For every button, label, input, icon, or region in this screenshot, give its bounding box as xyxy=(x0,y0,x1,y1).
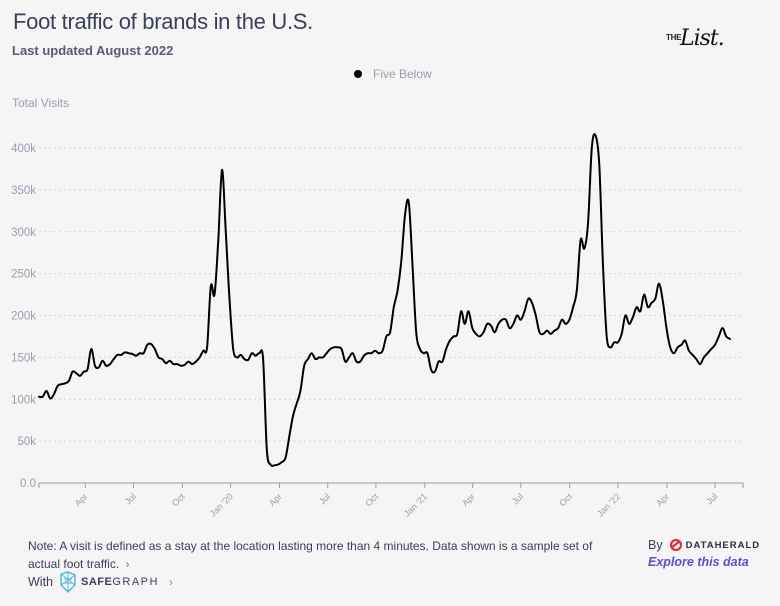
x-tick-label: Jul xyxy=(123,491,138,506)
safegraph-wordmark: SAFEGRAPH xyxy=(81,576,159,588)
x-tick-label: Jan '22 xyxy=(595,491,622,518)
logo-text: List. xyxy=(680,26,725,51)
footnote-text: Note: A visit is defined as a stay at th… xyxy=(28,539,593,571)
y-tick-label: 350k xyxy=(11,185,36,197)
y-tick-label: 50k xyxy=(17,436,36,448)
the-list-logo: THE List. xyxy=(666,26,736,55)
with-label: With xyxy=(28,575,53,589)
chart-subtitle: Last updated August 2022 xyxy=(12,43,174,58)
x-tick-label: Oct xyxy=(170,491,187,508)
x-tick-label: Jan '21 xyxy=(402,491,429,518)
legend[interactable]: Five Below xyxy=(354,67,432,81)
series-line-five-below[interactable] xyxy=(38,133,731,467)
legend-label-five-below: Five Below xyxy=(373,67,432,81)
explore-data-link[interactable]: Explore this data xyxy=(648,555,749,569)
x-tick-label: Apr xyxy=(267,491,284,508)
x-tick-label: Apr xyxy=(73,491,90,508)
y-tick-label: 0.0 xyxy=(20,478,36,490)
y-tick-label: 150k xyxy=(11,352,36,364)
x-axis: Apr Jul Oct Jan '20 Apr Jul Oct Jan '21 Apr Jul Oc… xyxy=(38,482,744,519)
x-tick-label: Apr xyxy=(654,491,671,508)
dataherald-credit[interactable]: By DATAHERALD xyxy=(648,538,760,552)
y-tick-label: 200k xyxy=(11,311,36,323)
gridlines xyxy=(39,147,744,442)
x-tick-label: Jul xyxy=(510,491,525,506)
y-tick-label: 100k xyxy=(11,394,36,406)
safegraph-chevron-icon[interactable]: › xyxy=(168,575,173,589)
legend-marker-five-below xyxy=(354,70,362,78)
footnote[interactable]: Note: A visit is defined as a stay at th… xyxy=(28,537,608,573)
x-tick-label: Jul xyxy=(704,491,719,506)
y-tick-label: 250k xyxy=(11,269,36,281)
y-axis-title: Total Visits xyxy=(12,96,70,110)
x-tick-label: Jan '20 xyxy=(208,491,235,518)
chart-title: Foot traffic of brands in the U.S. xyxy=(13,9,313,34)
x-tick-label: Jul xyxy=(317,491,332,506)
y-tick-label: 300k xyxy=(11,227,36,239)
dataherald-wordmark: DATAHERALD xyxy=(685,539,761,551)
dataherald-logo-icon xyxy=(669,539,682,551)
safegraph-logo-icon xyxy=(60,571,76,593)
x-tick-label: Oct xyxy=(557,491,574,508)
safegraph-credit[interactable]: With SAFEGRAPH › xyxy=(28,571,173,593)
x-tick-label: Apr xyxy=(460,491,477,508)
y-tick-label: 400k xyxy=(11,143,36,155)
y-axis-ticks: 0.0 50k 100k 150k 200k 250k 300k 350k 400k xyxy=(11,143,36,490)
footnote-chevron-icon[interactable]: › xyxy=(125,557,130,571)
logo-prefix: THE xyxy=(666,33,682,42)
x-tick-label: Oct xyxy=(363,491,380,508)
by-label: By xyxy=(648,538,663,552)
line-chart: 0.0 50k 100k 150k 200k 250k 300k 350k 400k Apr Ju… xyxy=(11,133,744,519)
